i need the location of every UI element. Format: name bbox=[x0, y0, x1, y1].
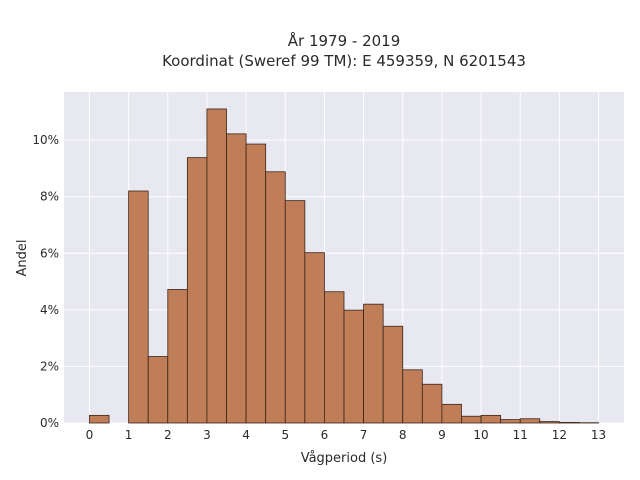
histogram-bar bbox=[539, 421, 560, 424]
y-tick-label: 4% bbox=[40, 303, 59, 317]
histogram-bar bbox=[402, 369, 423, 424]
x-tick-label: 11 bbox=[513, 428, 528, 442]
x-tick-label: 10 bbox=[473, 428, 488, 442]
x-tick-label: 8 bbox=[399, 428, 407, 442]
y-axis-label: Andel bbox=[15, 240, 30, 277]
histogram-bar bbox=[304, 252, 325, 424]
histogram-bar bbox=[558, 422, 580, 424]
histogram-bar bbox=[186, 157, 208, 424]
y-tick-label: 8% bbox=[40, 190, 59, 204]
histogram-bar bbox=[245, 143, 267, 424]
histogram-bar bbox=[519, 418, 541, 424]
histogram-bar bbox=[421, 383, 443, 424]
histogram-bar bbox=[480, 414, 502, 424]
histogram-bar bbox=[128, 190, 149, 424]
y-tick-label: 6% bbox=[40, 246, 59, 260]
histogram-bar bbox=[441, 403, 462, 424]
bars bbox=[89, 108, 599, 424]
x-tick-label: 13 bbox=[591, 428, 606, 442]
histogram-bar bbox=[206, 108, 227, 424]
x-tick-label: 4 bbox=[242, 428, 250, 442]
x-tick-label: 12 bbox=[552, 428, 567, 442]
x-axis-label: Vågperiod (s) bbox=[301, 451, 388, 466]
x-tick-labels: 0 1 2 3 4 5 6 7 8 9 10 11 12 13 bbox=[86, 428, 607, 442]
histogram-bar bbox=[89, 414, 110, 424]
x-tick-label: 5 bbox=[281, 428, 289, 442]
histogram-bar bbox=[167, 289, 188, 424]
histogram-bar bbox=[284, 200, 306, 424]
x-tick-label: 2 bbox=[164, 428, 172, 442]
x-tick-label: 7 bbox=[360, 428, 368, 442]
y-tick-labels: 0% 2% 4% 6% 8% 10% bbox=[32, 133, 59, 430]
x-tick-label: 9 bbox=[438, 428, 446, 442]
y-tick-label: 0% bbox=[40, 416, 59, 430]
chart-title-line1: År 1979 - 2019 bbox=[288, 31, 401, 50]
histogram-bar bbox=[500, 419, 521, 424]
chart-title-line2: Koordinat (Sweref 99 TM): E 459359, N 62… bbox=[162, 52, 526, 70]
x-tick-label: 0 bbox=[86, 428, 94, 442]
y-tick-label: 2% bbox=[40, 359, 59, 373]
histogram-bar bbox=[382, 325, 404, 424]
x-tick-label: 1 bbox=[125, 428, 133, 442]
y-tick-label: 10% bbox=[32, 133, 59, 147]
x-tick-label: 6 bbox=[321, 428, 329, 442]
histogram-bar bbox=[147, 356, 169, 424]
histogram-bar bbox=[461, 415, 482, 424]
histogram-bar bbox=[324, 291, 345, 424]
histogram-bar bbox=[363, 303, 384, 424]
histogram-bar bbox=[343, 309, 364, 424]
histogram-bar bbox=[226, 133, 247, 424]
x-tick-label: 3 bbox=[203, 428, 211, 442]
histogram-bar bbox=[265, 171, 286, 424]
